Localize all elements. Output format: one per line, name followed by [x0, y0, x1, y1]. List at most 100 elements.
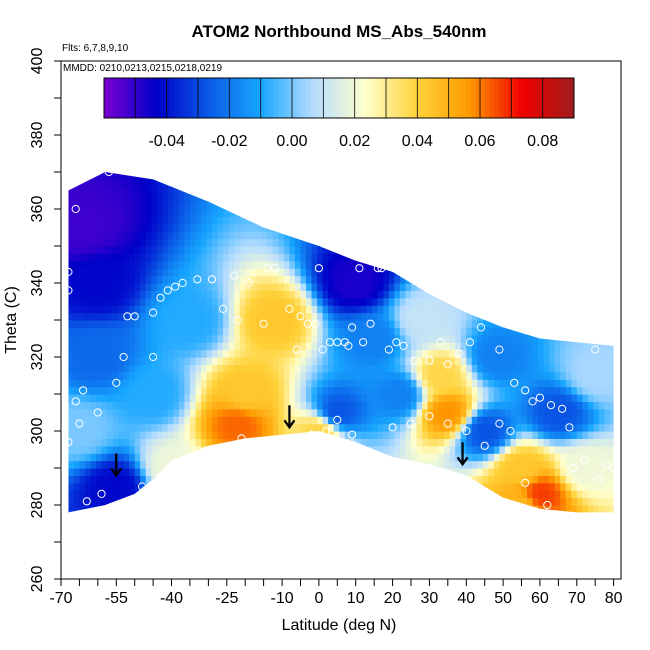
heatmap-cell: [532, 357, 539, 365]
heatmap-cell: [532, 475, 539, 484]
heatmap-cell: [118, 194, 125, 203]
heatmap-cell: [239, 320, 246, 328]
heatmap-cell: [151, 468, 158, 476]
heatmap-cell: [223, 357, 230, 365]
heatmap-cell: [328, 349, 335, 358]
heatmap-cell: [73, 490, 80, 499]
heatmap-cell: [438, 320, 445, 328]
heatmap-cell: [433, 297, 440, 306]
heatmap-cell: [118, 186, 125, 195]
heatmap-cell: [162, 445, 169, 454]
heatmap-cell: [90, 401, 97, 410]
heatmap-cell: [289, 320, 296, 328]
heatmap-cell: [68, 453, 75, 462]
heatmap-cell: [538, 475, 545, 484]
heatmap-cell: [510, 408, 517, 417]
heatmap-cell: [256, 290, 263, 299]
heatmap-cell: [411, 423, 418, 432]
heatmap-cell: [377, 445, 384, 454]
heatmap-cell: [201, 305, 208, 314]
heatmap-cell: [499, 349, 506, 358]
heatmap-cell: [571, 408, 578, 417]
heatmap-cell: [73, 401, 80, 410]
heatmap-cell: [107, 394, 114, 402]
heatmap-cell: [294, 386, 301, 395]
heatmap-cell: [107, 283, 114, 291]
sample-point: [392, 338, 401, 347]
heatmap-cell: [145, 357, 152, 365]
heatmap-cell: [311, 364, 318, 373]
heatmap-cell: [499, 438, 506, 447]
heatmap-cell: [438, 408, 445, 417]
heatmap-cell: [140, 453, 147, 462]
heatmap-cell: [118, 453, 125, 462]
heatmap-cell: [549, 497, 556, 506]
heatmap-cell: [151, 445, 158, 454]
heatmap-cell: [90, 423, 97, 432]
heatmap-cell: [217, 334, 224, 343]
heatmap-cell: [90, 179, 97, 188]
heatmap-cell: [460, 408, 467, 417]
heatmap-cell: [167, 268, 174, 277]
heatmap-cell: [123, 445, 130, 454]
heatmap-cell: [96, 246, 103, 254]
heatmap-cell: [140, 357, 147, 365]
heatmap-cell: [460, 401, 467, 410]
heatmap-cell: [449, 357, 456, 365]
heatmap-cell: [145, 453, 152, 462]
heatmap-cell: [189, 394, 196, 402]
heatmap-cell: [79, 482, 86, 491]
heatmap-cell: [178, 238, 185, 247]
heatmap-cell: [471, 349, 478, 358]
heatmap-cell: [90, 468, 97, 476]
heatmap-cell: [96, 364, 103, 373]
heatmap-cell: [361, 320, 368, 328]
heatmap-cell: [377, 416, 384, 425]
heatmap-cell: [234, 290, 241, 299]
heatmap-cell: [482, 453, 489, 462]
heatmap-cell: [145, 186, 152, 195]
heatmap-cell: [123, 475, 130, 484]
heatmap-cell: [466, 320, 473, 328]
heatmap-cell: [582, 416, 589, 425]
heatmap-cell: [482, 327, 489, 336]
heatmap-cell: [333, 283, 340, 291]
heatmap-cell: [195, 305, 202, 314]
heatmap-cell: [411, 342, 418, 351]
heatmap-cell: [145, 342, 152, 351]
heatmap-cell: [311, 401, 318, 410]
heatmap-cell: [162, 194, 169, 203]
heatmap-cell: [107, 371, 114, 380]
heatmap-cell: [178, 349, 185, 358]
heatmap-cell: [184, 283, 191, 291]
heatmap-cell: [411, 416, 418, 425]
heatmap-cell: [399, 364, 406, 373]
heatmap-cell: [228, 408, 235, 417]
heatmap-cell: [388, 364, 395, 373]
heatmap-cell: [560, 445, 567, 454]
heatmap-cell: [272, 268, 279, 277]
heatmap-cell: [145, 408, 152, 417]
colorbar-swatch: [160, 78, 166, 118]
heatmap-cell: [554, 423, 561, 432]
heatmap-cell: [593, 482, 600, 491]
heatmap-cell: [250, 386, 257, 395]
heatmap-cell: [482, 364, 489, 373]
heatmap-cell: [90, 482, 97, 491]
heatmap-cell: [311, 371, 318, 380]
heatmap-cell: [372, 416, 379, 425]
heatmap-cell: [96, 327, 103, 336]
heatmap-cell: [173, 342, 180, 351]
heatmap-cell: [234, 423, 241, 432]
heatmap-cell: [582, 460, 589, 469]
heatmap-cell: [377, 357, 384, 365]
heatmap-cell: [433, 453, 440, 462]
heatmap-cell: [239, 327, 246, 336]
heatmap-cell: [306, 312, 313, 321]
heatmap-cell: [79, 290, 86, 299]
heatmap-cell: [118, 394, 125, 402]
heatmap-cell: [123, 482, 130, 491]
heatmap-cell: [79, 275, 86, 284]
heatmap-cell: [212, 253, 219, 262]
heatmap-cell: [411, 297, 418, 306]
